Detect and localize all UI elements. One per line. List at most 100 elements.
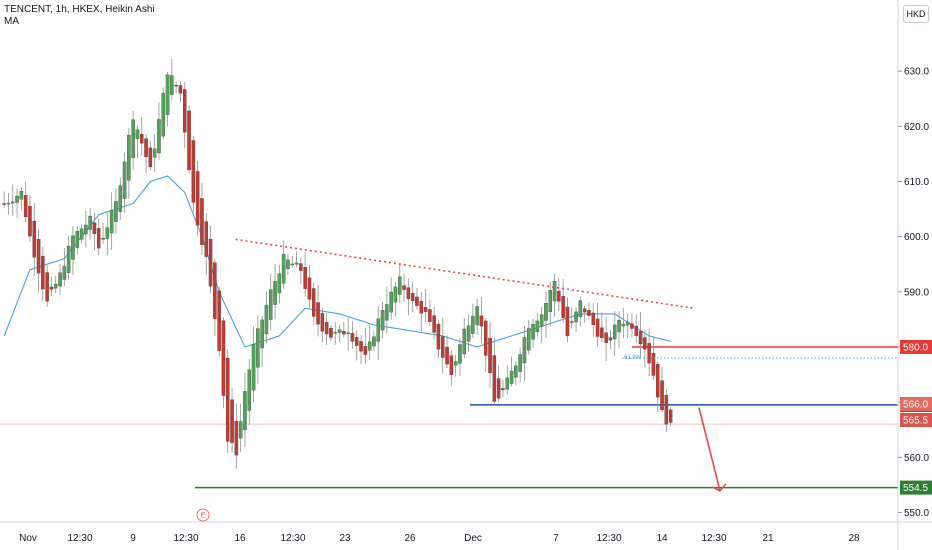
moving-average-line bbox=[3, 175, 671, 348]
x-tick-label: 7 bbox=[553, 533, 559, 544]
candle-body bbox=[178, 85, 183, 94]
candle-body bbox=[264, 304, 269, 335]
symbol-title: TENCENT, 1h, HKEX, Heikin Ashi bbox=[4, 4, 155, 15]
y-tick-label: 600.0 bbox=[904, 232, 929, 243]
candle-body bbox=[230, 399, 234, 443]
price-tag bbox=[900, 397, 932, 411]
candle-body bbox=[333, 332, 337, 334]
candle-body bbox=[200, 198, 204, 245]
candle-body bbox=[299, 263, 303, 271]
x-tick-label: 12:30 bbox=[596, 533, 621, 544]
candle-body bbox=[316, 302, 320, 325]
candle-body bbox=[329, 328, 333, 338]
candle-body bbox=[458, 344, 462, 364]
candle-body bbox=[531, 324, 535, 340]
candle-body bbox=[320, 313, 325, 332]
candle-body bbox=[608, 337, 613, 341]
candle-body bbox=[488, 338, 492, 374]
candle-body bbox=[66, 245, 71, 273]
candle-body bbox=[217, 290, 221, 351]
candle-body bbox=[195, 171, 200, 226]
candle-body bbox=[522, 337, 527, 364]
candle-body bbox=[114, 201, 118, 222]
candle-body bbox=[191, 140, 196, 203]
candle-body bbox=[187, 110, 191, 171]
horizontal-levels bbox=[0, 346, 898, 489]
candle-body bbox=[15, 195, 19, 203]
candle-body bbox=[505, 377, 509, 390]
chart-legend: TENCENT, 1h, HKEX, Heikin Ashi MA bbox=[4, 4, 155, 28]
candle-body bbox=[423, 307, 428, 312]
candle-body bbox=[311, 288, 316, 317]
level-tag-support_low bbox=[900, 480, 932, 495]
candle-body bbox=[238, 421, 243, 439]
candle-body bbox=[170, 75, 174, 95]
level-tag-resistance bbox=[900, 339, 932, 354]
candle-body bbox=[221, 320, 226, 396]
candle-body bbox=[359, 341, 363, 352]
candle-body bbox=[527, 328, 531, 351]
earnings-marker bbox=[196, 508, 210, 522]
candle-body bbox=[286, 259, 290, 269]
candle-body bbox=[268, 289, 273, 320]
candle-body bbox=[539, 314, 544, 327]
candle-body bbox=[600, 327, 604, 338]
candle-body bbox=[643, 337, 647, 350]
candle-body bbox=[415, 296, 419, 306]
candle-body bbox=[544, 303, 548, 321]
candle-body bbox=[251, 344, 256, 391]
candle-body bbox=[346, 332, 350, 334]
candle-body bbox=[337, 329, 342, 333]
candle-body bbox=[410, 293, 415, 301]
candle-body bbox=[62, 265, 67, 280]
candle-body bbox=[131, 119, 135, 158]
currency-button[interactable]: HKD bbox=[903, 5, 929, 23]
x-tick-label: Nov bbox=[19, 533, 37, 544]
candle-body bbox=[518, 354, 522, 372]
price-tag-label: 565.5 bbox=[903, 416, 928, 427]
candles bbox=[2, 58, 673, 469]
candle-body bbox=[122, 161, 127, 199]
candle-body bbox=[578, 300, 583, 318]
candle-body bbox=[621, 323, 626, 327]
price-tag-label: 566.0 bbox=[903, 400, 928, 411]
candle-body bbox=[372, 336, 376, 347]
x-tick-label: 16 bbox=[234, 533, 246, 544]
x-tick-label: 26 bbox=[404, 533, 416, 544]
candle-body bbox=[535, 320, 540, 333]
candle-body bbox=[75, 230, 80, 248]
candle-body bbox=[19, 190, 24, 200]
candle-body bbox=[247, 369, 251, 411]
candle-body bbox=[462, 328, 466, 355]
candle-body bbox=[587, 310, 591, 316]
candle-body bbox=[144, 138, 148, 158]
candle-body bbox=[182, 89, 187, 133]
candle-body bbox=[174, 85, 178, 87]
candle-body bbox=[625, 322, 630, 326]
candle-body bbox=[234, 421, 239, 456]
drawings: 61.8% E bbox=[196, 238, 898, 522]
candle-body bbox=[367, 341, 372, 351]
candle-body bbox=[225, 357, 230, 442]
candle-body bbox=[260, 319, 264, 349]
candle-body bbox=[475, 306, 479, 326]
candle-body bbox=[324, 322, 329, 335]
level-tag-label: 554.5 bbox=[903, 483, 928, 494]
x-tick-label: 12:30 bbox=[280, 533, 305, 544]
candle-body bbox=[393, 286, 398, 303]
price-tag bbox=[900, 413, 932, 427]
candle-body bbox=[389, 291, 393, 313]
candle-body bbox=[380, 310, 385, 331]
y-tick-label: 630.0 bbox=[904, 67, 929, 78]
candle-body bbox=[483, 320, 488, 356]
candle-body bbox=[307, 277, 312, 300]
candle-body bbox=[604, 332, 608, 343]
candle-body bbox=[617, 319, 621, 333]
candle-body bbox=[45, 272, 49, 302]
candle-body bbox=[10, 201, 15, 204]
candle-body bbox=[79, 228, 84, 240]
candle-body bbox=[574, 311, 578, 323]
candle-body bbox=[660, 380, 664, 411]
